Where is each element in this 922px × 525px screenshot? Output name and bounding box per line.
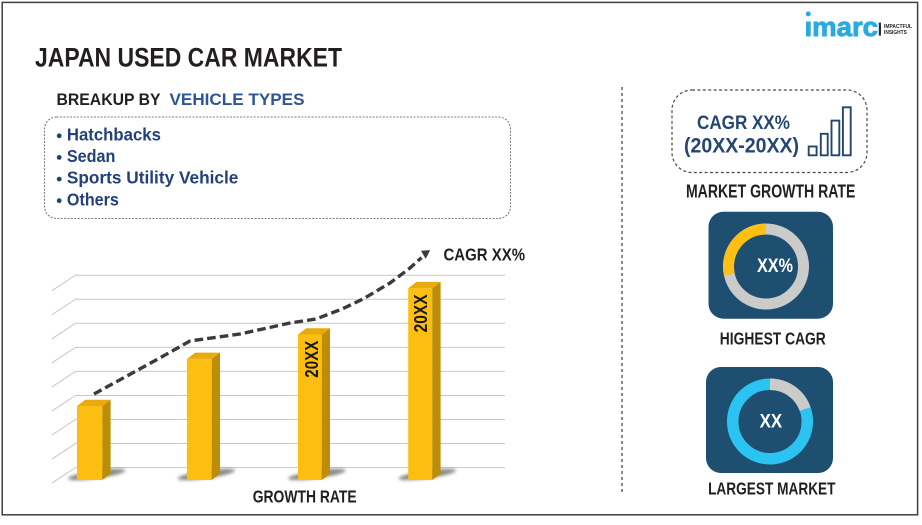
svg-text:20XX: 20XX bbox=[410, 294, 431, 333]
svg-text:IMPACTFUL: IMPACTFUL bbox=[884, 24, 912, 30]
svg-text:MARKET GROWTH RATE: MARKET GROWTH RATE bbox=[686, 181, 856, 201]
svg-text:HIGHEST CAGR: HIGHEST CAGR bbox=[720, 328, 826, 348]
svg-text:Sedan: Sedan bbox=[67, 146, 116, 166]
svg-text:(20XX-20XX): (20XX-20XX) bbox=[684, 135, 799, 158]
svg-text:LARGEST MARKET: LARGEST MARKET bbox=[708, 479, 836, 499]
svg-text:CAGR XX%: CAGR XX% bbox=[697, 112, 790, 134]
svg-text:JAPAN USED CAR MARKET: JAPAN USED CAR MARKET bbox=[35, 42, 342, 72]
svg-text:CAGR XX%: CAGR XX% bbox=[444, 245, 526, 265]
svg-text:XX%: XX% bbox=[757, 256, 793, 277]
svg-text:XX: XX bbox=[760, 411, 783, 433]
svg-text:Sports Utility Vehicle: Sports Utility Vehicle bbox=[67, 168, 239, 188]
svg-text:VEHICLE TYPES: VEHICLE TYPES bbox=[170, 91, 305, 109]
svg-text:GROWTH RATE: GROWTH RATE bbox=[253, 487, 357, 507]
svg-text:INSIGHTS: INSIGHTS bbox=[884, 30, 907, 36]
svg-text:ımarc: ımarc bbox=[805, 12, 879, 42]
svg-text:Hatchbacks: Hatchbacks bbox=[67, 124, 161, 144]
svg-text:Others: Others bbox=[67, 189, 119, 209]
svg-text:BREAKUP BY: BREAKUP BY bbox=[57, 91, 161, 109]
svg-text:20XX: 20XX bbox=[301, 340, 322, 378]
